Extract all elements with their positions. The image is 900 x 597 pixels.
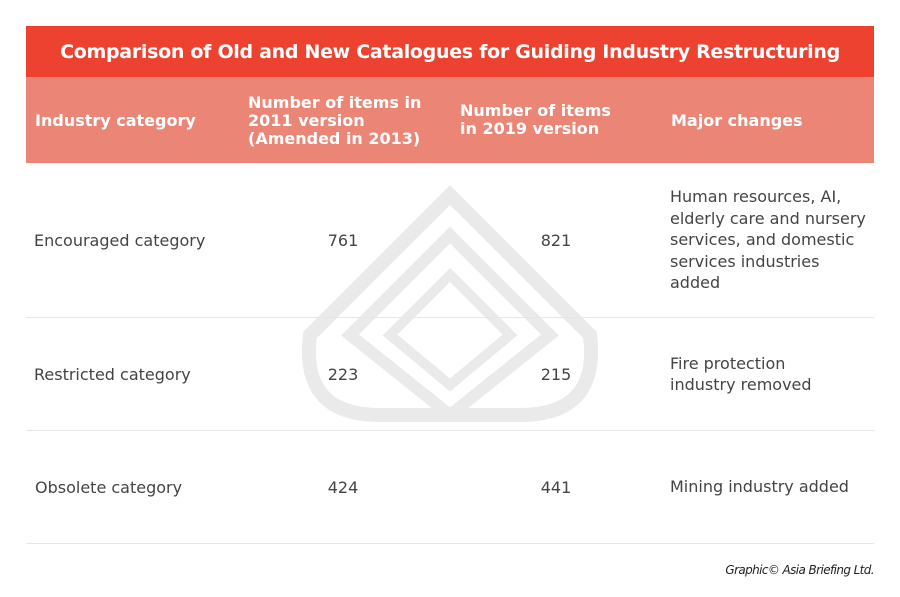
header-major-changes: Major changes	[671, 111, 803, 130]
value-2011-cell: 761	[327, 230, 359, 250]
table-header: Industry category Number of items in 201…	[26, 77, 874, 163]
value-2011-cell: 223	[327, 364, 359, 384]
category-cell: Encouraged category	[34, 230, 206, 250]
header-industry-category: Industry category	[35, 111, 196, 130]
value-2019-cell: 441	[540, 477, 572, 497]
table-row: Obsolete category 424 441 Mining industr…	[26, 431, 874, 544]
credit-text: Graphic© Asia Briefing Ltd.	[725, 563, 874, 577]
table-row: Restricted category 223 215 Fire protect…	[26, 318, 874, 431]
table-row: Encouraged category 761 821 Human resour…	[26, 163, 874, 318]
value-2011-cell: 424	[327, 477, 359, 497]
value-2019-cell: 215	[540, 364, 572, 384]
table-title: Comparison of Old and New Catalogues for…	[26, 26, 874, 77]
changes-cell: Mining industry added	[670, 477, 849, 497]
changes-cell: Human resources, AI, elderly care and nu…	[670, 187, 866, 293]
category-cell: Restricted category	[34, 364, 191, 384]
value-2019-cell: 821	[540, 230, 572, 250]
header-2011-items: Number of items in 2011 version (Amended…	[248, 93, 422, 148]
watermark-logo-icon	[301, 185, 599, 423]
header-2019-items: Number of items in 2019 version	[460, 101, 611, 138]
category-cell: Obsolete category	[35, 477, 183, 497]
changes-cell: Fire protection industry removed	[670, 353, 812, 395]
